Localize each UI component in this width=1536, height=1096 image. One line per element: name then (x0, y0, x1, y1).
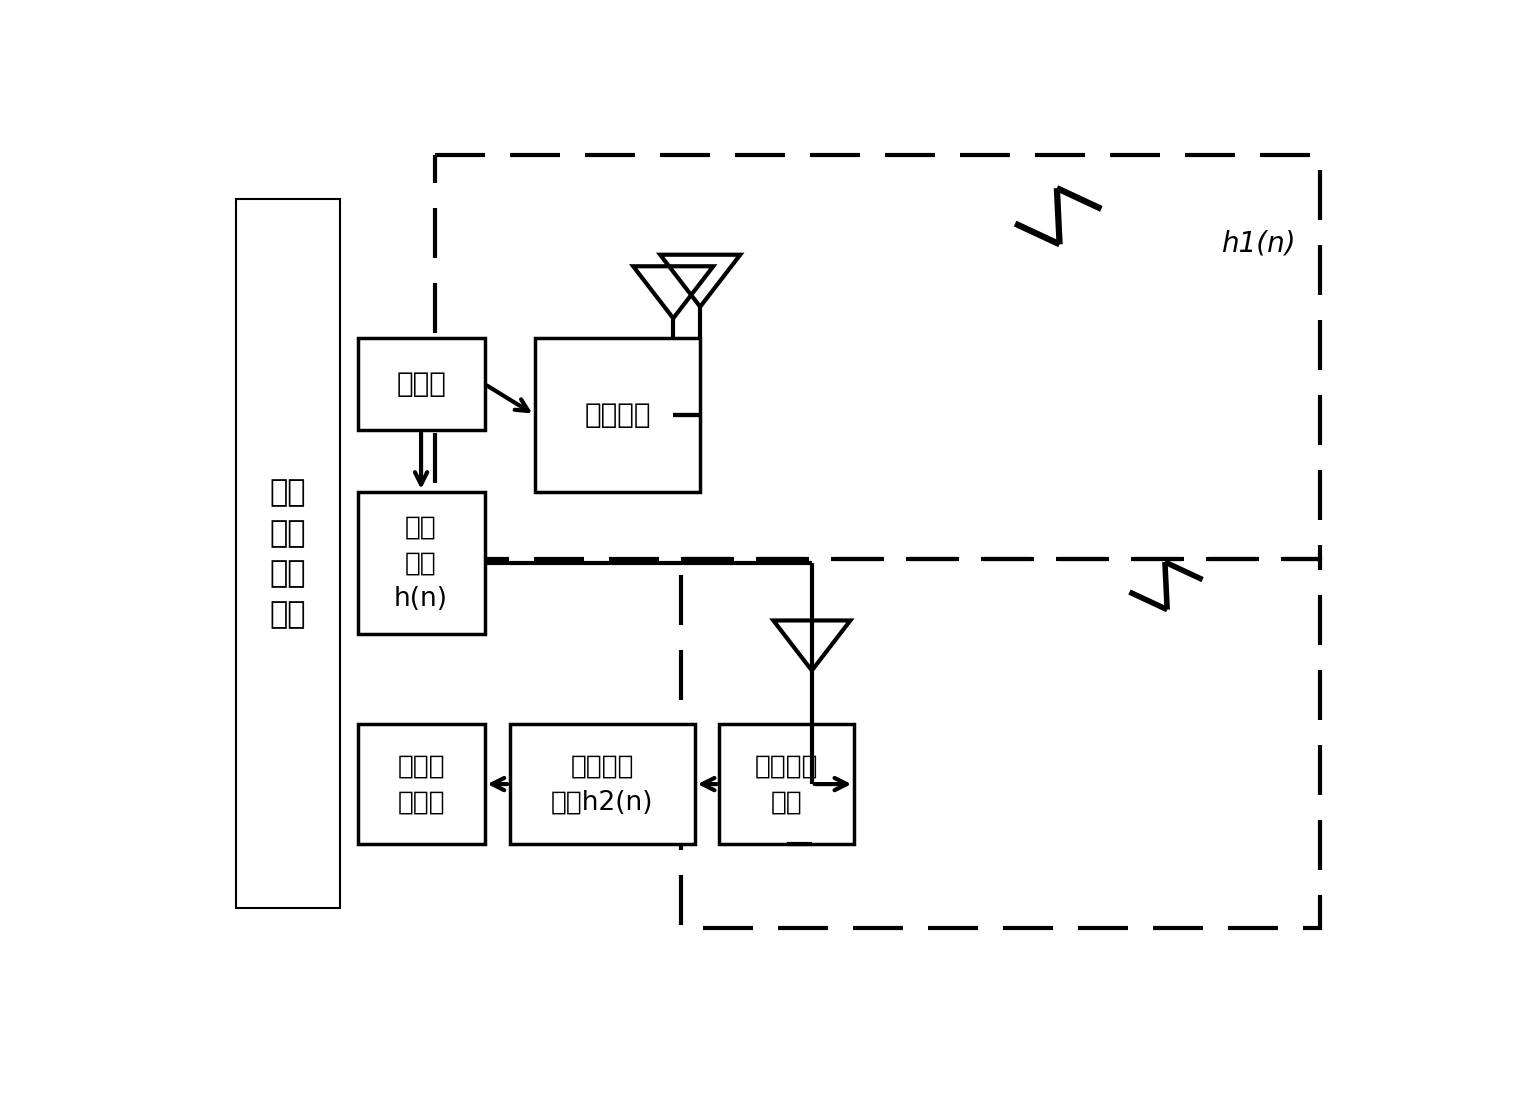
Text: h1(n): h1(n) (1221, 229, 1296, 258)
Bar (237, 199, 339, 907)
Bar (435, 155, 1319, 559)
Text: 二级干
扰抵消: 二级干 扰抵消 (398, 753, 445, 815)
Text: 发射模块: 发射模块 (584, 401, 651, 429)
Bar (719, 724, 854, 844)
Bar (510, 724, 694, 844)
Text: 干扰抵消
模块: 干扰抵消 模块 (756, 753, 819, 815)
Bar (358, 492, 484, 635)
Text: 接收处理
模块h2(n): 接收处理 模块h2(n) (551, 753, 654, 815)
Bar (358, 724, 484, 844)
Bar (535, 338, 700, 492)
Text: 频率源: 频率源 (396, 370, 445, 398)
Text: 传递
函数
h(n): 传递 函数 h(n) (395, 514, 449, 612)
Text: 数字
信号
处理
模块: 数字 信号 处理 模块 (270, 478, 306, 629)
Bar (358, 338, 484, 431)
Bar (680, 559, 1319, 928)
